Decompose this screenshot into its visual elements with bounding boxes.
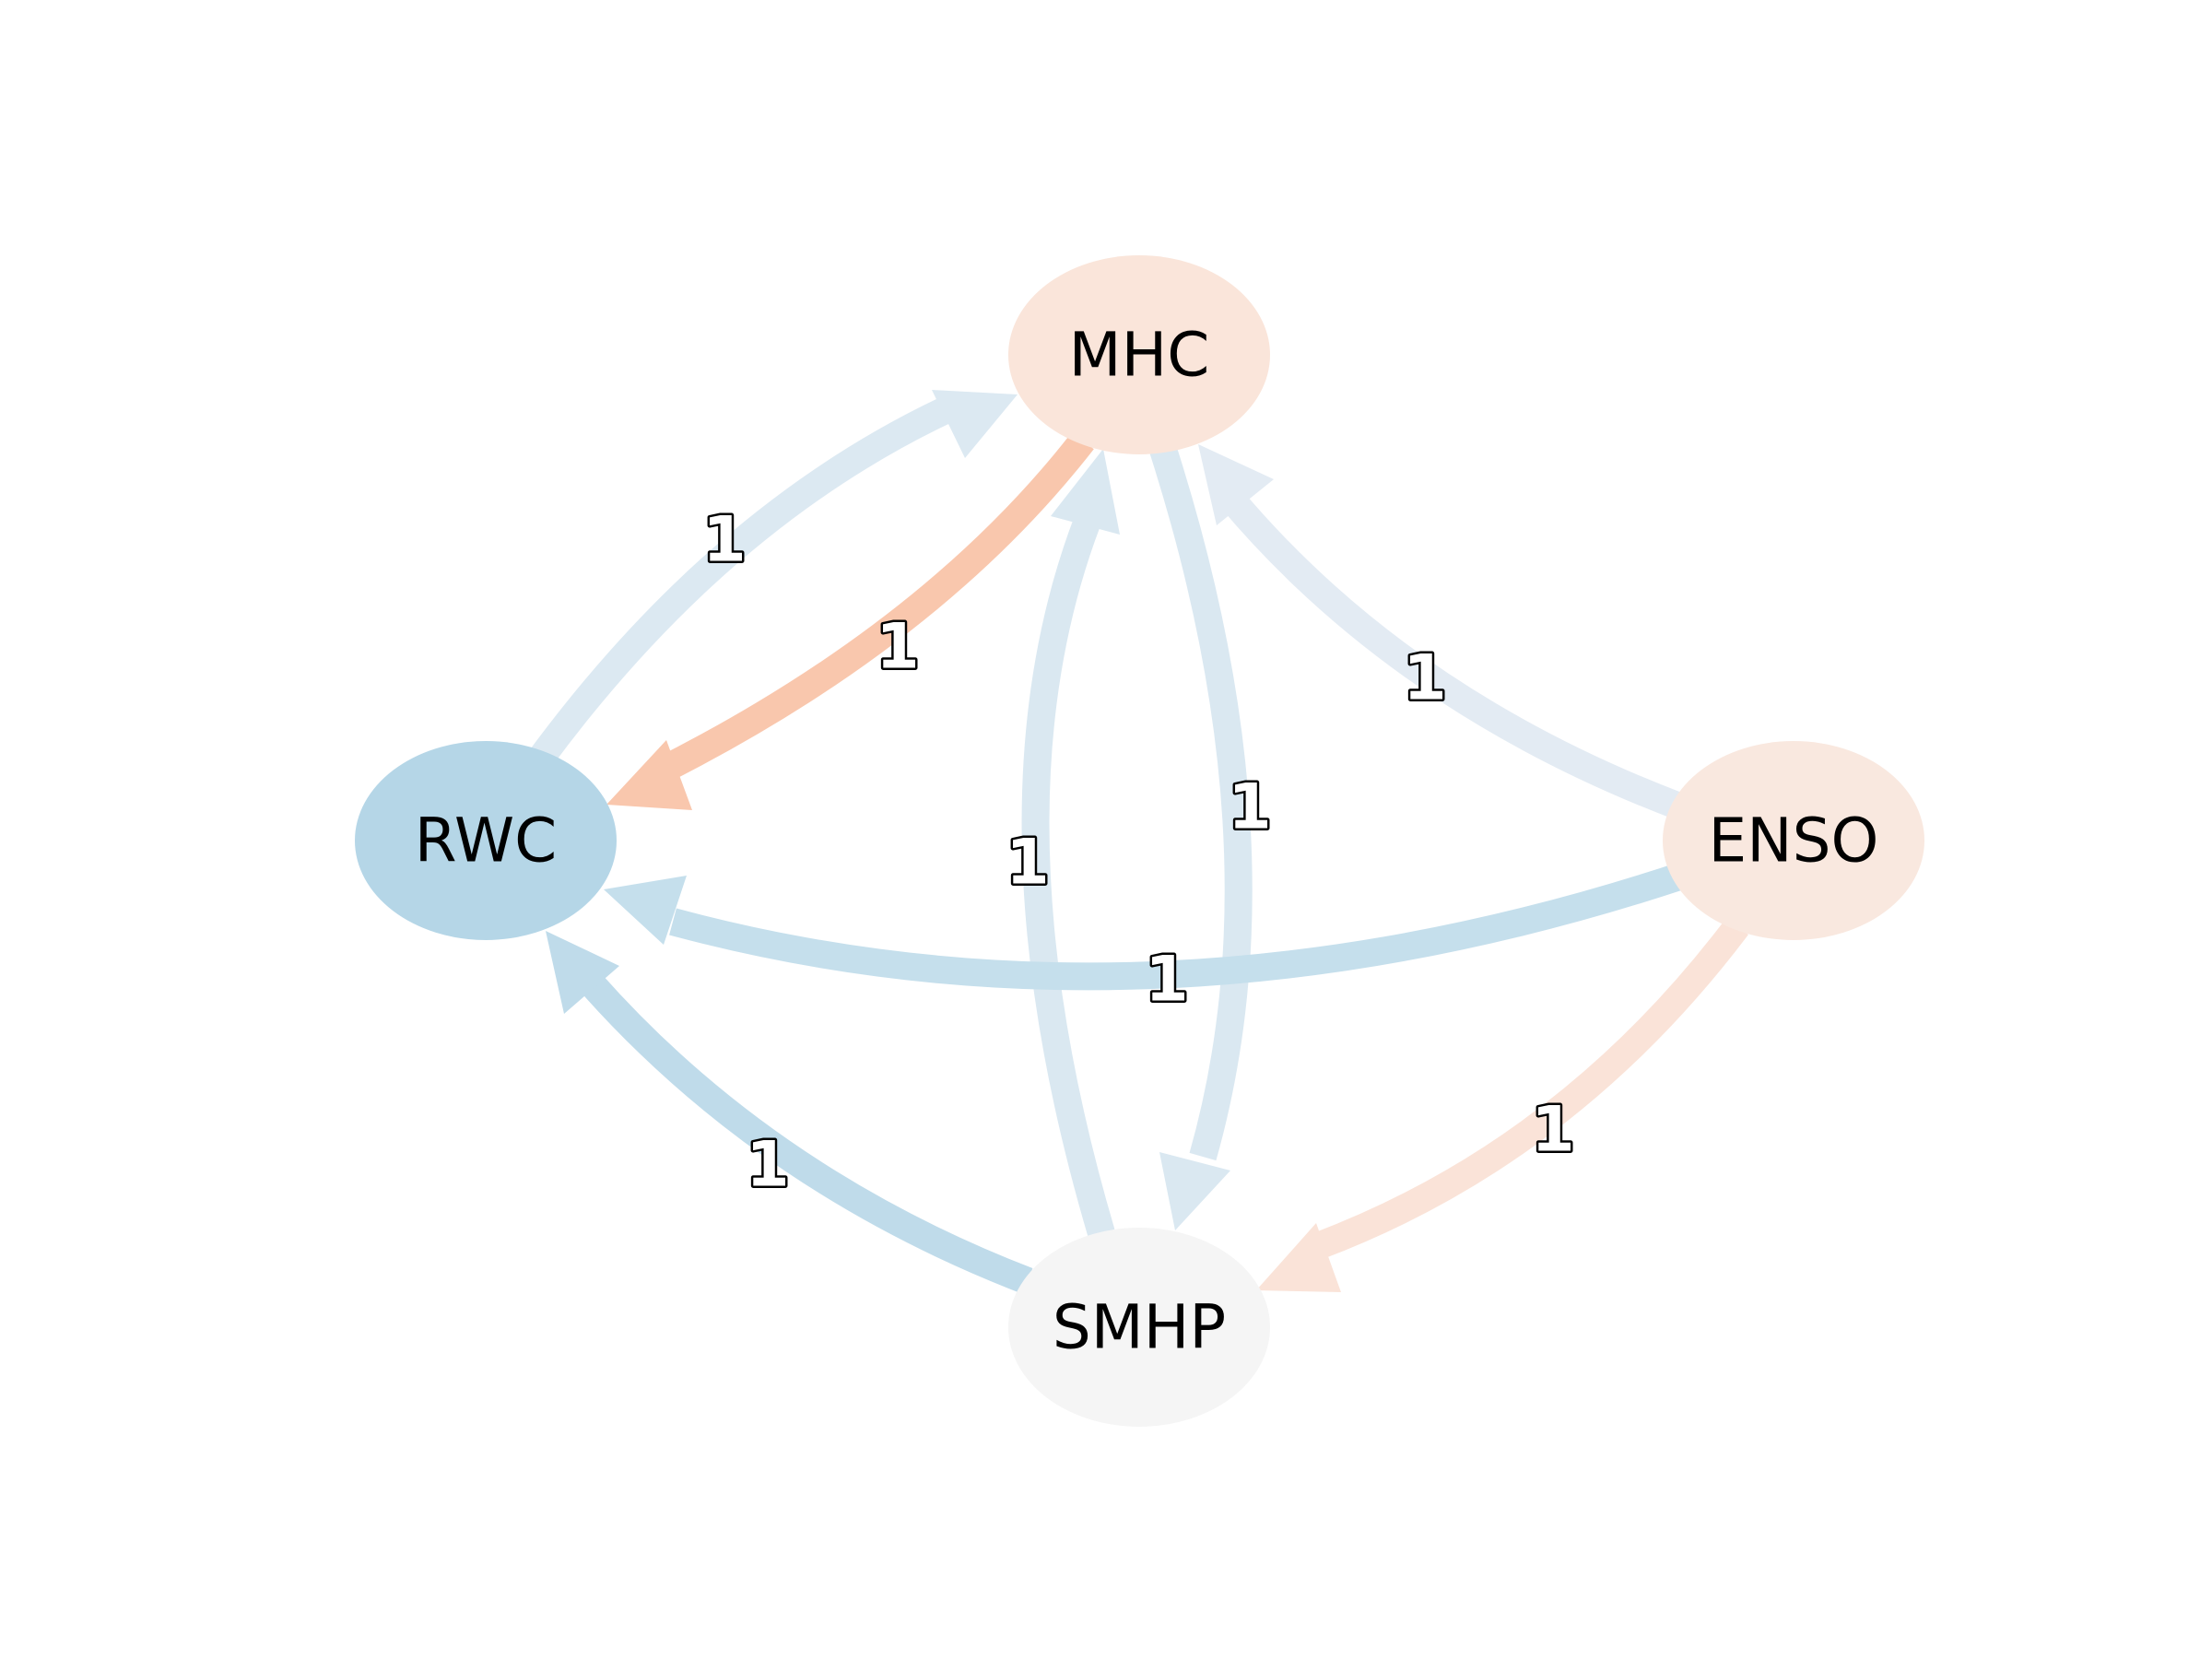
edge-smhp-to-mhc: 1 — [1004, 449, 1120, 1238]
node-label: RWC — [415, 806, 558, 877]
edge-mhc-to-smhp: 1 — [1149, 445, 1274, 1230]
edge-label: 1 — [1228, 771, 1271, 844]
edge-line — [1149, 445, 1253, 1161]
node-shape — [1663, 741, 1924, 940]
node-label: MHC — [1069, 320, 1210, 391]
arrowhead — [546, 931, 619, 1014]
edge-line — [669, 862, 1687, 991]
arrowhead — [606, 740, 692, 810]
edge-label: 1 — [1145, 944, 1188, 1017]
edge-line — [1219, 488, 1685, 820]
node-rwc[interactable]: RWC — [355, 741, 617, 940]
edge-label: 1 — [876, 611, 919, 684]
arrowhead — [1051, 449, 1120, 535]
node-label: ENSO — [1709, 806, 1879, 877]
edge-label: 1 — [1531, 1094, 1574, 1167]
arrowhead — [604, 876, 687, 945]
edge-line — [648, 431, 1094, 787]
node-shape — [1008, 255, 1270, 454]
arrowhead — [1159, 1152, 1230, 1230]
edge-line — [527, 395, 956, 769]
node-shape — [1008, 1228, 1270, 1427]
edge-smhp-to-rwc: 1 — [546, 931, 1033, 1294]
edge-label: 1 — [746, 1129, 789, 1202]
edge-rwc-to-mhc: 1 — [527, 390, 1018, 769]
node-shape — [355, 741, 617, 940]
arrowhead — [1256, 1223, 1341, 1292]
edge-line — [1021, 515, 1115, 1238]
edge-line — [1312, 917, 1748, 1260]
edge-label: 1 — [1403, 642, 1446, 715]
node-label: SMHP — [1053, 1292, 1226, 1363]
edge-layer: 1 1 1 1 1 1 1 — [527, 390, 1748, 1294]
node-enso[interactable]: ENSO — [1663, 741, 1924, 940]
edge-mhc-to-rwc: 1 — [606, 431, 1094, 810]
node-smhp[interactable]: SMHP — [1008, 1228, 1270, 1427]
arrowhead — [932, 390, 1018, 458]
edge-label: 1 — [1006, 827, 1049, 900]
edge-enso-to-rwc: 1 — [604, 862, 1687, 1018]
edge-enso-to-smhp: 1 — [1256, 917, 1748, 1292]
edge-label: 1 — [702, 504, 746, 577]
edge-line — [579, 972, 1033, 1294]
arrowhead — [1198, 444, 1274, 525]
node-mhc[interactable]: MHC — [1008, 255, 1270, 454]
edge-enso-to-mhc: 1 — [1198, 444, 1685, 820]
node-layer: MHC RWC ENSO SMHP — [355, 255, 1924, 1427]
